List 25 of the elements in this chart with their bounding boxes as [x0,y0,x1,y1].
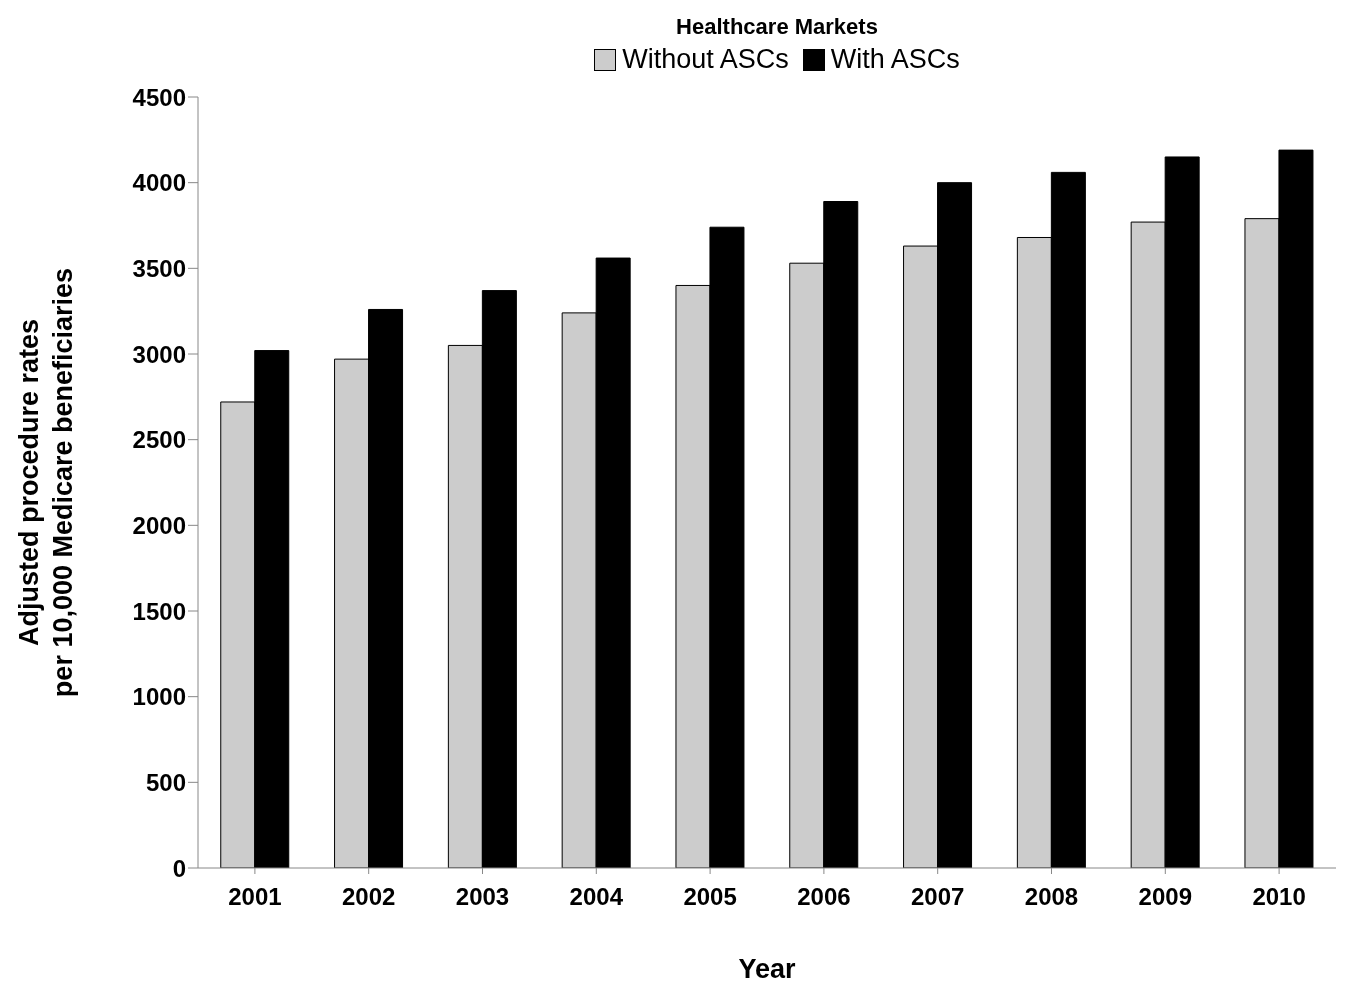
x-axis-title: Year [738,954,797,984]
legend-label: With ASCs [829,44,960,75]
y-tick-label: 2000 [132,511,186,539]
y-tick-label: 3000 [132,340,186,368]
x-tick-label: 2010 [1252,883,1306,911]
x-tick-label: 2003 [455,883,510,911]
y-tick-label: 500 [145,768,186,796]
y-tick-label: 1000 [132,683,186,711]
y-tick-label: 1500 [132,597,186,625]
x-tick-label: 2007 [911,883,965,911]
y-tick-label: 3500 [132,254,186,282]
legend-title: Healthcare Markets [675,14,879,40]
y-tick-label: 4500 [132,83,186,111]
legend-label: Without ASCs [621,44,789,75]
x-tick-label: 2005 [683,883,737,911]
x-tick-label: 2008 [1024,883,1079,911]
y-tick-label: 4000 [132,169,186,197]
y-tick-label: 0 [172,854,186,882]
x-tick-label: 2004 [569,883,624,911]
x-tick-label: 2009 [1138,883,1192,911]
x-tick-label: 2002 [342,883,396,911]
y-tick-label: 2500 [132,426,186,454]
x-tick-label: 2006 [797,883,851,911]
y-axis-title: Adjusted procedure rates per 10,000 Medicare beneficiaries [14,267,78,698]
x-tick-label: 2001 [228,883,282,911]
